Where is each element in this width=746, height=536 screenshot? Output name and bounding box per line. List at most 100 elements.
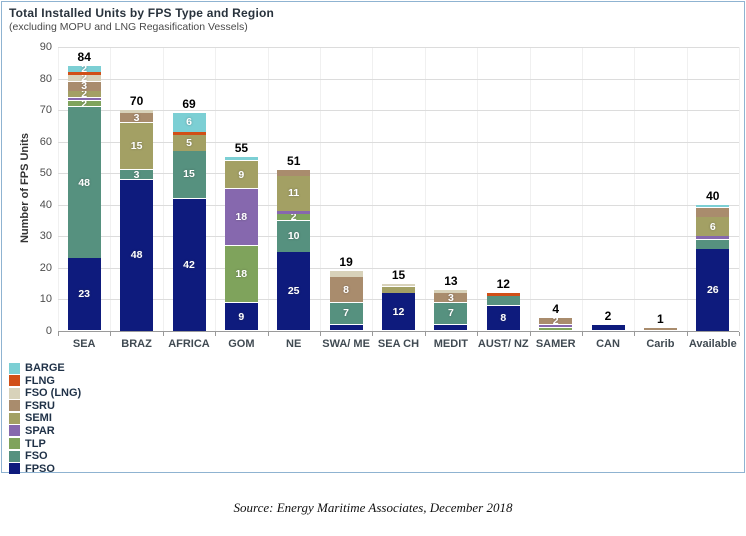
x-axis-tick [319, 332, 321, 336]
segment-SPAR: 18 [224, 189, 258, 246]
legend-item-FPSO: FPSO [9, 463, 81, 475]
segment-TLP [539, 327, 573, 331]
y-axis-tick-label: 50 [39, 167, 52, 180]
legend-item-TLP: TLP [9, 438, 81, 450]
legend-color-swatch [9, 463, 20, 475]
segment-value-label: 26 [706, 283, 719, 296]
legend-item-FSO-LNG-: FSO (LNG) [9, 387, 81, 399]
segment-SEMI: 15 [120, 122, 154, 170]
y-axis-tick-label: 30 [39, 230, 52, 243]
segment-value-label: 42 [183, 258, 195, 271]
plot-vertical-gridline [110, 47, 112, 331]
segment-value-label: 2 [81, 75, 87, 81]
y-axis-tick-label: 40 [39, 198, 52, 211]
x-axis-category-label: MEDIT [433, 338, 468, 350]
segment-value-label: 18 [235, 267, 248, 280]
segment-value-label: 12 [392, 305, 405, 318]
segment-FLNG [172, 132, 206, 135]
segment-FPSO: 48 [120, 179, 154, 331]
segment-FPSO: 9 [224, 302, 258, 331]
segment-TLP: 18 [224, 245, 258, 303]
segment-value-label: 7 [343, 307, 350, 320]
bar-total-label: 19 [339, 255, 353, 269]
legend-color-swatch [9, 438, 20, 450]
segment-SPAR [67, 97, 101, 101]
legend-item-label: BARGE [25, 362, 65, 374]
x-axis-tick [739, 332, 740, 336]
legend-item-label: FSO [25, 450, 48, 463]
legend-item-BARGE: BARGE [9, 362, 81, 374]
segment-FSO-LNG- [120, 110, 154, 113]
segment-FPSO: 12 [382, 293, 415, 331]
plot-vertical-gridline [372, 47, 374, 331]
segment-FSO-LNG- [434, 290, 468, 293]
x-axis-tick [162, 332, 164, 336]
segment-SEMI [382, 286, 415, 293]
segment-value-label: 5 [186, 137, 192, 150]
x-axis-category-label: GOM [228, 338, 255, 350]
bar-total-label: 51 [287, 154, 301, 169]
segment-BARGE: 6 [172, 113, 206, 132]
plot-vertical-gridline [477, 47, 479, 331]
segment-FSRU: 8 [329, 277, 363, 303]
segment-SEMI: 5 [172, 135, 206, 151]
segment-FSRU: 3 [67, 81, 101, 91]
segment-value-label: 11 [288, 187, 300, 200]
segment-FSO: 7 [434, 302, 468, 325]
plot-vertical-gridline [319, 47, 321, 331]
segment-value-label: 3 [81, 81, 88, 91]
segment-value-label: 18 [235, 211, 248, 224]
plot-vertical-gridline [267, 47, 269, 331]
segment-FSRU [696, 207, 730, 217]
y-axis-label: Number of FPS Units [19, 133, 31, 244]
plot-vertical-gridline [215, 47, 217, 331]
segment-FSO [696, 239, 730, 249]
segment-SEMI: 9 [224, 160, 258, 189]
plot-vertical-gridline [529, 47, 531, 331]
legend-item-label: FPSO [25, 462, 55, 475]
chart-title: Total Installed Units by FPS Type and Re… [9, 6, 275, 20]
x-axis-category-label: SEA [72, 338, 96, 350]
plot-vertical-gridline [581, 47, 583, 331]
plot-horizontal-gridline [58, 47, 739, 48]
plot-horizontal-gridline [58, 141, 739, 143]
segment-FSO: 15 [172, 151, 206, 198]
bar-total-label: 55 [234, 141, 249, 156]
segment-FSO: 48 [67, 107, 101, 258]
plot-vertical-gridline [686, 47, 688, 331]
x-axis-category-label: NE [286, 338, 302, 350]
x-axis-tick [477, 332, 479, 336]
segment-FSRU: 3 [434, 293, 468, 303]
segment-SEMI: 6 [696, 217, 730, 236]
segment-value-label: 15 [130, 140, 143, 153]
plot-horizontal-gridline [58, 110, 739, 112]
legend-color-swatch [9, 400, 20, 412]
legend-color-swatch [9, 375, 20, 387]
x-axis-category-label: BRAZ [121, 338, 152, 350]
segment-FPSO: 42 [172, 198, 206, 331]
segment-FPSO: 26 [696, 249, 730, 331]
segment-value-label: 48 [78, 176, 91, 189]
segment-value-label: 25 [287, 285, 300, 298]
segment-value-label: 15 [183, 168, 195, 181]
legend-item-SEMI: SEMI [9, 412, 81, 424]
segment-value-label: 2 [81, 66, 87, 72]
legend-color-swatch [9, 425, 20, 437]
segment-FLNG [486, 293, 520, 296]
legend-item-label: FSRU [25, 399, 55, 412]
segment-BARGE [696, 204, 730, 208]
segment-value-label: 9 [238, 168, 245, 181]
segment-value-label: 6 [186, 116, 192, 129]
segment-TLP: 2 [277, 214, 311, 220]
segment-value-label: 2 [81, 101, 87, 107]
legend-item-label: FSO (LNG) [25, 387, 82, 400]
segment-value-label: 2 [81, 91, 87, 97]
plot-vertical-gridline [634, 47, 636, 331]
legend-color-swatch [9, 387, 20, 399]
segment-FPSO [329, 324, 363, 331]
legend-item-label: SEMI [25, 412, 52, 425]
legend-item-SPAR: SPAR [9, 425, 81, 437]
segment-value-label: 8 [343, 283, 350, 296]
x-axis-category-label: AUST/ NZ [477, 338, 529, 350]
